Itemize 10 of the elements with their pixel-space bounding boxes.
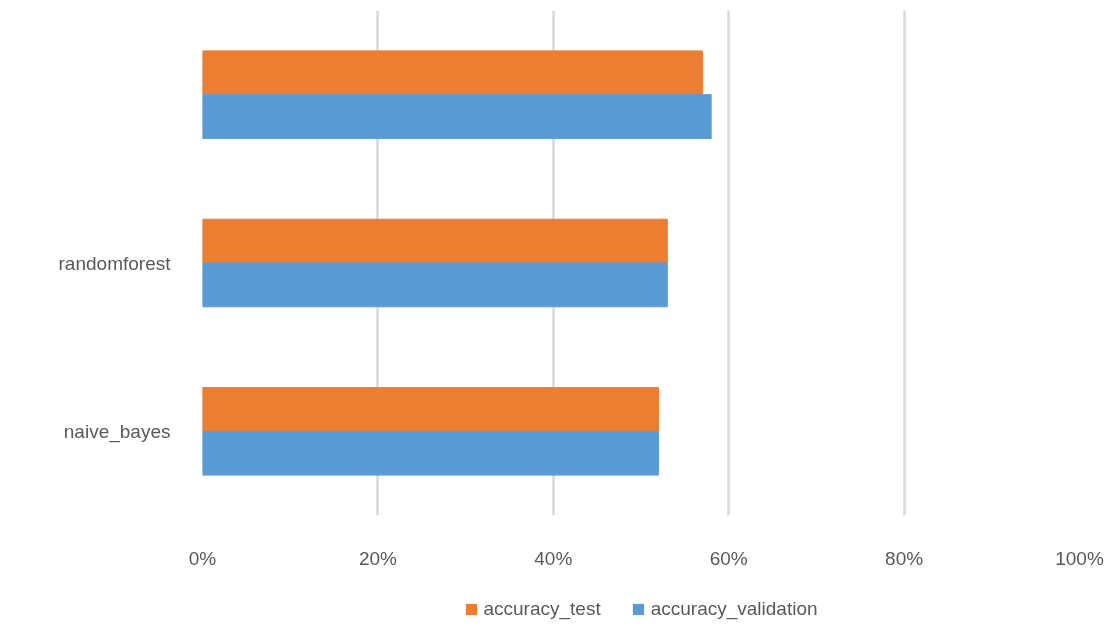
x-tick-label: 0%	[188, 547, 217, 569]
y-tick-label: naive_bayes	[63, 420, 171, 443]
x-tick-label: 80%	[885, 547, 924, 569]
legend-label: accuracy_validation	[650, 598, 818, 620]
x-tick-label: 60%	[709, 547, 748, 569]
x-tick-label: 100%	[1055, 547, 1104, 569]
y-tick-label: randomforest	[58, 252, 172, 274]
legend-label: accuracy_test	[483, 598, 601, 620]
x-tick-label: 40%	[534, 547, 573, 569]
x-tick-label: 20%	[358, 547, 398, 569]
